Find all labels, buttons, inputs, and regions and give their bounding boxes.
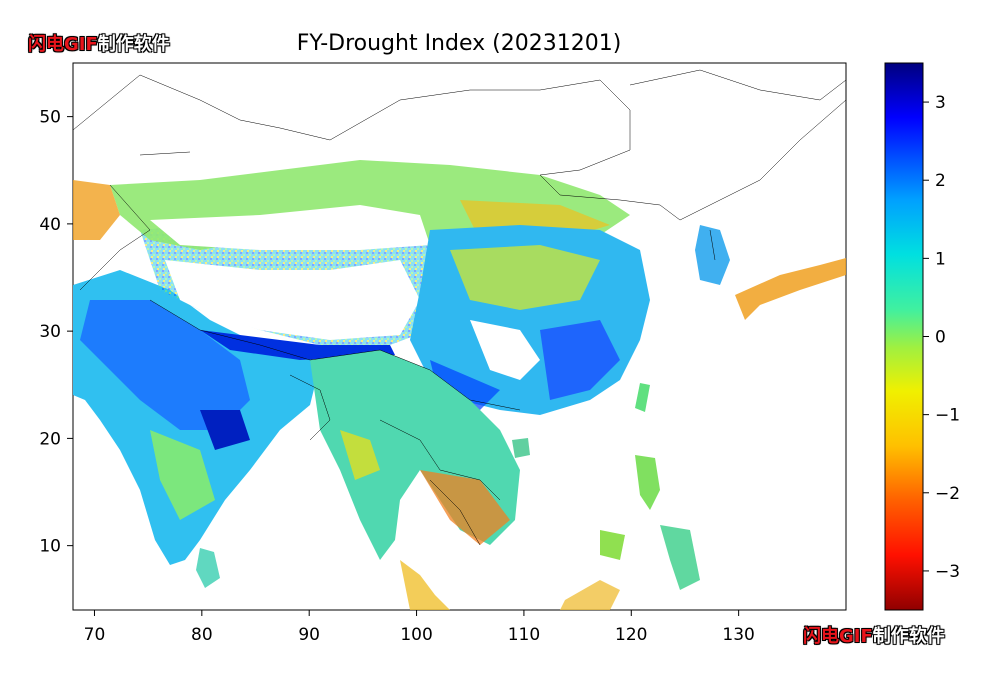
colorbar-tick-label: 3 [935, 93, 946, 113]
y-tick-label: 20 [39, 429, 61, 449]
region-hainan [512, 438, 530, 458]
region-japan [735, 258, 846, 320]
colorbar-tick-label: −3 [935, 562, 960, 582]
colorbar-tick-label: −1 [935, 406, 960, 426]
colorbar-ticks: 3 2 1 0 −1 −2 −3 [923, 93, 960, 582]
drought-raster [73, 69, 846, 610]
y-tick-label: 50 [39, 108, 61, 128]
x-tick-label: 110 [508, 625, 540, 645]
y-tick-label: 30 [39, 322, 61, 342]
colorbar-tick-label: 1 [935, 249, 946, 269]
colorbar [884, 62, 924, 611]
x-tick-label: 120 [615, 625, 647, 645]
x-tick-label: 90 [298, 625, 320, 645]
colorbar-tick-label: −2 [935, 484, 960, 504]
y-tick-label: 40 [39, 215, 61, 235]
x-tick-label: 80 [191, 625, 213, 645]
chart-title: FY-Drought Index (20231201) [297, 31, 622, 56]
country-borders [73, 69, 846, 546]
x-tick-label: 70 [84, 625, 106, 645]
y-ticks: 10 20 30 40 50 [39, 108, 73, 557]
colorbar-tick-label: 0 [935, 328, 946, 348]
region-sri-lanka [196, 548, 220, 588]
region-taiwan [635, 383, 650, 412]
x-tick-label: 100 [400, 625, 432, 645]
region-korea [695, 225, 730, 285]
region-philippines [635, 455, 660, 510]
y-tick-label: 10 [39, 537, 61, 557]
x-tick-label: 130 [722, 625, 754, 645]
watermark-bottom-right: 闪电GIF制作软件 [803, 626, 945, 647]
watermark-top-left: 闪电GIF制作软件 [28, 34, 170, 55]
x-ticks: 70 80 90 100 110 120 130 [84, 610, 755, 645]
colorbar-tick-label: 2 [935, 171, 946, 191]
